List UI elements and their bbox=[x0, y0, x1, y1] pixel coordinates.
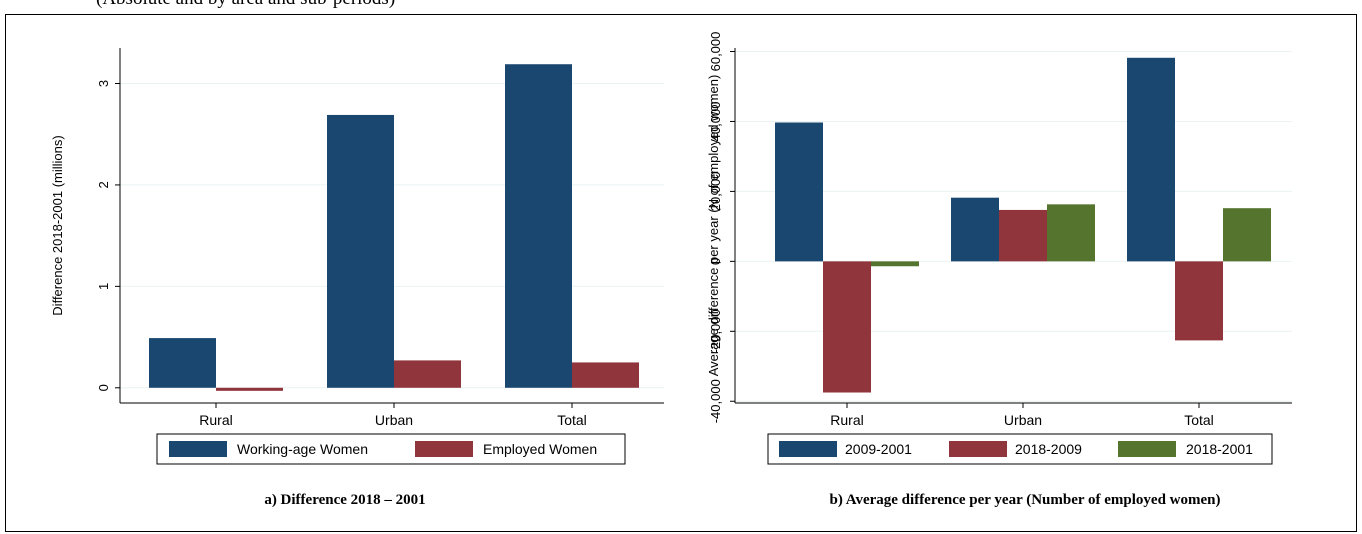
chart-a-legend-swatch bbox=[169, 441, 227, 457]
chart-a-bar-total-2 bbox=[572, 362, 639, 387]
chart-b-bar-rural-1 bbox=[775, 122, 823, 261]
chart-b-bar-urban-1 bbox=[951, 198, 999, 262]
chart-b-ytick-label: 60,000 bbox=[708, 32, 723, 72]
chart-a-bar-total-1 bbox=[505, 64, 572, 388]
chart-a-bar-urban-2 bbox=[394, 360, 461, 387]
caption-a: a) Difference 2018 – 2001 bbox=[205, 492, 485, 509]
chart-a-ytick-label: 2 bbox=[96, 181, 111, 188]
chart-b-ylabel: Average difference per year (N of employ… bbox=[706, 75, 721, 377]
chart-b-bar-urban-2 bbox=[999, 210, 1047, 261]
chart-b-legend-label: 2018-2009 bbox=[1015, 441, 1082, 457]
chart-a-ylabel: Difference 2018-2001 (millions) bbox=[50, 135, 65, 315]
chart-a-category-label: Total bbox=[557, 412, 587, 428]
chart-a-bar-rural-2 bbox=[216, 388, 283, 391]
chart-b-legend-swatch bbox=[779, 441, 837, 457]
chart-b-bar-rural-2 bbox=[823, 261, 871, 392]
chart-b-legend-label: 2018-2001 bbox=[1186, 441, 1253, 457]
chart-b-bar-urban-3 bbox=[1047, 204, 1095, 261]
chart-b-bar-total-1 bbox=[1127, 58, 1175, 262]
chart-b-bar-total-2 bbox=[1175, 261, 1223, 340]
chart-b-legend-swatch bbox=[1118, 441, 1176, 457]
chart-a-ytick-label: 3 bbox=[96, 80, 111, 87]
chart-b-bar-rural-3 bbox=[871, 261, 919, 266]
chart-a-legend-label: Working-age Women bbox=[237, 441, 368, 457]
chart-a-category-label: Urban bbox=[375, 412, 413, 428]
chart-b-category-label: Rural bbox=[830, 412, 863, 428]
chart-b-ytick-label: -40,000 bbox=[708, 379, 723, 423]
chart-b-category-label: Urban bbox=[1004, 412, 1042, 428]
chart-a-bar-rural-1 bbox=[149, 338, 216, 388]
chart-b-category-label: Total bbox=[1184, 412, 1214, 428]
chart-b-bar-total-3 bbox=[1223, 208, 1271, 261]
chart-a-category-label: Rural bbox=[199, 412, 232, 428]
chart-a-bar-urban-1 bbox=[327, 115, 394, 388]
chart-a-ytick-label: 0 bbox=[96, 384, 111, 391]
caption-b: b) Average difference per year (Number o… bbox=[745, 492, 1305, 509]
chart-b-legend-label: 2009-2001 bbox=[845, 441, 912, 457]
chart-b-legend-swatch bbox=[949, 441, 1007, 457]
chart-a-legend-label: Employed Women bbox=[483, 441, 597, 457]
chart-a-ytick-label: 1 bbox=[96, 283, 111, 290]
chart-a-legend-swatch bbox=[415, 441, 473, 457]
